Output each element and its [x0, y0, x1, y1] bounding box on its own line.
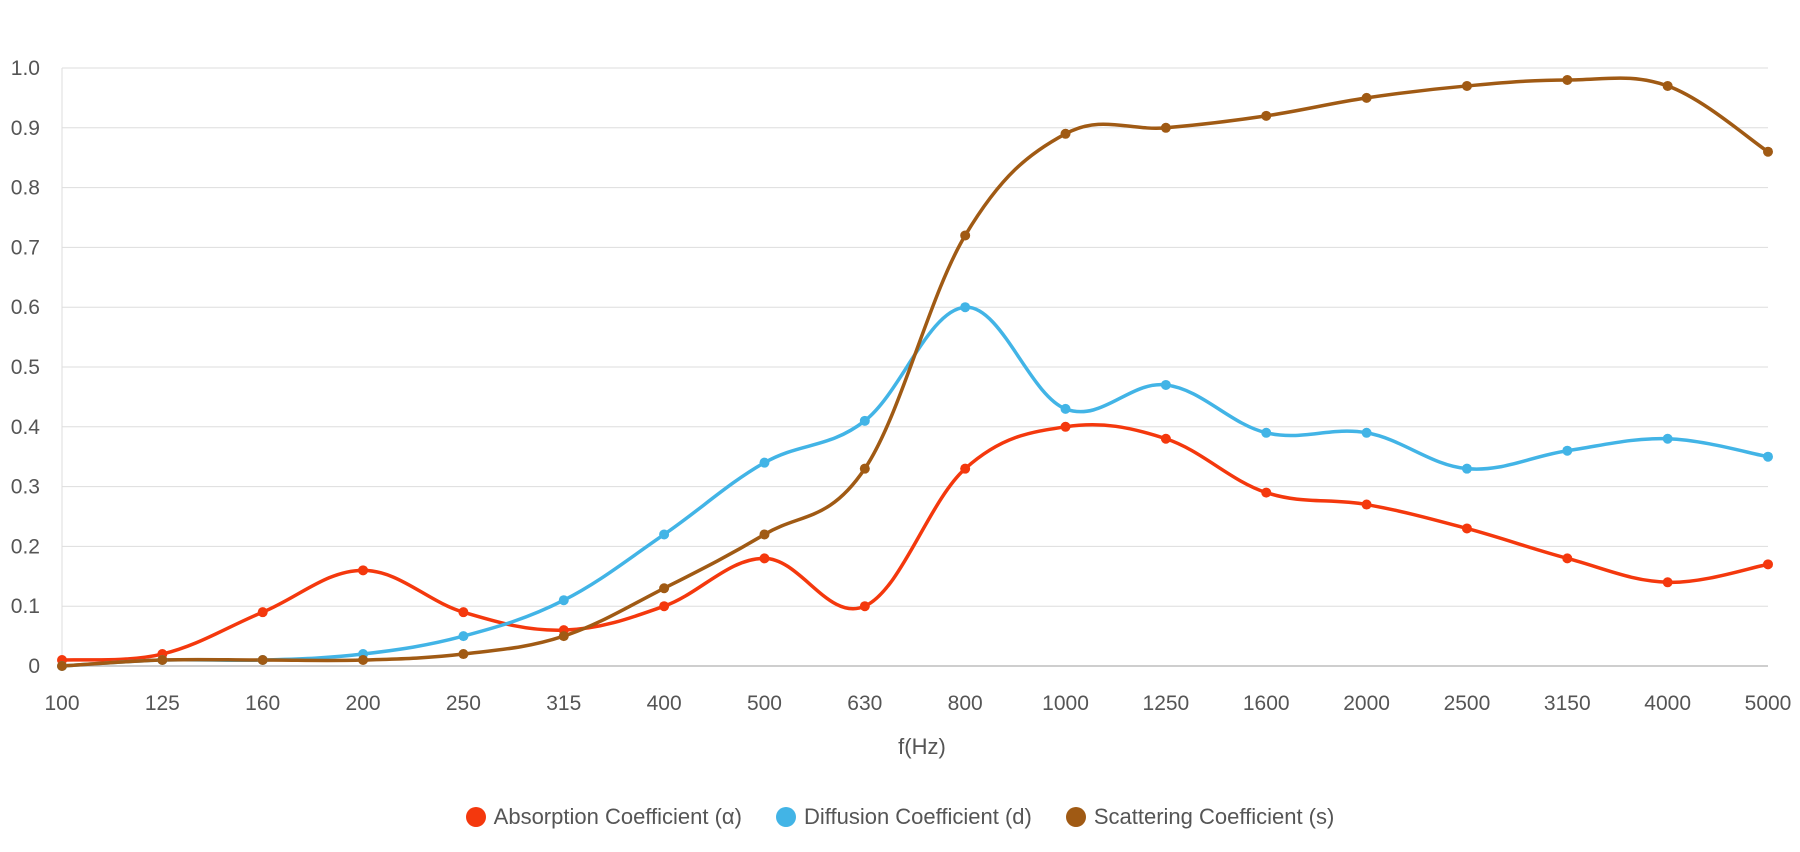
x-tick-label: 400	[647, 692, 682, 715]
x-tick-label: 100	[44, 692, 79, 715]
x-tick-label: 1000	[1042, 692, 1089, 715]
legend-marker	[465, 807, 486, 827]
y-tick-label: 0.4	[11, 416, 41, 439]
y-tick-label: 0.6	[11, 296, 40, 319]
data-point[interactable]	[659, 583, 670, 594]
data-point[interactable]	[759, 457, 770, 468]
x-tick-label: 250	[446, 692, 481, 715]
x-tick-label: 800	[948, 692, 983, 715]
data-point[interactable]	[1060, 421, 1071, 432]
chart-legend: Absorption Coefficient (α) Diffusion Coef…	[0, 806, 1800, 828]
data-point[interactable]	[659, 601, 670, 612]
data-point[interactable]	[1461, 463, 1472, 474]
x-tick-label: 4000	[1644, 692, 1691, 715]
data-point[interactable]	[960, 463, 971, 474]
data-point[interactable]	[257, 607, 268, 618]
data-point[interactable]	[257, 655, 268, 666]
data-point[interactable]	[558, 631, 569, 642]
data-point[interactable]	[1060, 403, 1071, 414]
line-chart: 0 0.1 0.2 0.3 0.4 0.5 0.6 0.7 0.8 0.9 1.0 100 125 160…	[11, 57, 1792, 759]
x-tick-label: 500	[747, 692, 782, 715]
data-point[interactable]	[1361, 427, 1372, 438]
data-point[interactable]	[1763, 451, 1773, 462]
y-tick-label: 0.5	[11, 356, 40, 379]
data-point[interactable]	[1160, 433, 1171, 444]
data-point[interactable]	[1562, 553, 1573, 564]
x-tick-label: 2500	[1444, 692, 1491, 715]
data-point[interactable]	[960, 230, 971, 241]
data-points	[57, 74, 1773, 671]
data-point[interactable]	[960, 302, 971, 313]
x-tick-label: 125	[145, 692, 180, 715]
y-tick-label: 0.9	[11, 117, 40, 140]
data-point[interactable]	[1662, 80, 1673, 91]
x-tick-label: 5000	[1745, 692, 1792, 715]
y-tick-label: 0.8	[11, 177, 40, 200]
x-tick-label: 1250	[1143, 692, 1190, 715]
data-point[interactable]	[1060, 128, 1071, 139]
data-point[interactable]	[859, 415, 870, 426]
legend-item-2[interactable]: Diffusion Coefficient (d)	[775, 804, 1032, 829]
data-point[interactable]	[458, 607, 469, 618]
y-tick-label: 0	[28, 655, 40, 678]
data-point[interactable]	[558, 595, 569, 606]
x-axis-label: f(Hz)	[898, 734, 946, 759]
series-line-1	[60, 422, 1770, 662]
x-tick-label: 630	[847, 692, 882, 715]
data-point[interactable]	[1160, 379, 1171, 390]
y-tick-label: 0.1	[11, 595, 40, 618]
data-point[interactable]	[1160, 122, 1171, 133]
legend-marker	[775, 807, 796, 827]
y-tick-label: 1.0	[11, 57, 40, 80]
data-point[interactable]	[157, 655, 168, 666]
data-point[interactable]	[659, 529, 670, 540]
data-point[interactable]	[1562, 445, 1573, 456]
data-point[interactable]	[358, 565, 369, 576]
data-point[interactable]	[759, 529, 770, 540]
x-tick-label: 3150	[1544, 692, 1591, 715]
series-lines	[60, 76, 1770, 668]
data-point[interactable]	[458, 631, 469, 642]
grid-lines	[62, 67, 1768, 667]
legend-marker	[1065, 807, 1086, 827]
data-point[interactable]	[358, 655, 369, 666]
data-point[interactable]	[1361, 499, 1372, 510]
data-point[interactable]	[1562, 74, 1573, 85]
legend-item-3[interactable]: Scattering Coefficient (s)	[1065, 804, 1335, 829]
legend-label: Diffusion Coefficient (d)	[803, 804, 1032, 829]
y-tick-label: 0.2	[11, 535, 40, 558]
legend-label: Absorption Coefficient (α)	[493, 804, 742, 829]
data-point[interactable]	[1461, 523, 1472, 534]
data-point[interactable]	[1763, 146, 1773, 157]
data-point[interactable]	[1261, 110, 1272, 121]
y-tick-label: 0.3	[11, 476, 40, 499]
data-point[interactable]	[759, 553, 770, 564]
x-tick-label: 2000	[1343, 692, 1390, 715]
data-point[interactable]	[1261, 427, 1272, 438]
x-tick-label: 315	[546, 692, 581, 715]
data-point[interactable]	[1261, 487, 1272, 498]
legend-label: Scattering Coefficient (s)	[1093, 804, 1335, 829]
data-point[interactable]	[859, 463, 870, 474]
axes: 0 0.1 0.2 0.3 0.4 0.5 0.6 0.7 0.8 0.9 1.0 100 125 160…	[11, 57, 1792, 715]
series-line-3	[60, 76, 1770, 668]
data-point[interactable]	[1361, 92, 1372, 103]
data-point[interactable]	[859, 601, 870, 612]
data-point[interactable]	[458, 649, 469, 660]
y-tick-label: 0.7	[11, 236, 40, 259]
data-point[interactable]	[57, 661, 67, 671]
x-tick-label: 200	[346, 692, 381, 715]
x-tick-label: 1600	[1243, 692, 1290, 715]
x-tick-label: 160	[245, 692, 280, 715]
data-point[interactable]	[1461, 80, 1472, 91]
data-point[interactable]	[1662, 433, 1673, 444]
data-point[interactable]	[1662, 577, 1673, 588]
data-point[interactable]	[1763, 559, 1773, 570]
legend-item-1[interactable]: Absorption Coefficient (α)	[465, 804, 742, 829]
